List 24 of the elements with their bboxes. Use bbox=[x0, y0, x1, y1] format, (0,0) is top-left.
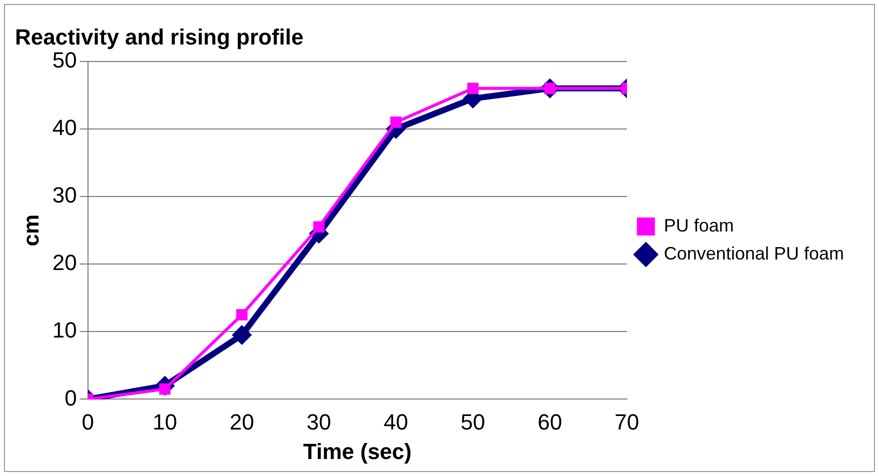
y-tick-label: 40 bbox=[52, 115, 77, 140]
point bbox=[236, 309, 248, 320]
legend-label: PU foam bbox=[664, 215, 734, 236]
x-tick-label: 70 bbox=[614, 409, 640, 434]
x-tick-label: 20 bbox=[230, 409, 254, 434]
y-tick-label: 50 bbox=[52, 47, 77, 72]
y-axis-title: cm bbox=[18, 214, 44, 246]
y-tick-label: 20 bbox=[52, 250, 77, 276]
x-tick-label: 50 bbox=[460, 409, 486, 434]
point bbox=[232, 325, 252, 346]
y-tick-label: 0 bbox=[64, 385, 77, 410]
x-tick-label: 0 bbox=[82, 409, 94, 434]
x-axis-title: Time (sec) bbox=[303, 438, 412, 464]
legend-label: Conventional PU foam bbox=[664, 243, 844, 264]
x-tick-label: 40 bbox=[384, 409, 408, 434]
chart-title: Reactivity and rising profile bbox=[15, 24, 304, 50]
y-tick-label: 30 bbox=[52, 182, 77, 208]
y-tick-label: 10 bbox=[52, 318, 77, 343]
point bbox=[313, 221, 325, 233]
point bbox=[390, 116, 402, 128]
x-tick-label: 30 bbox=[306, 409, 332, 434]
x-tick-label: 60 bbox=[538, 409, 562, 434]
x-tick-label: 10 bbox=[152, 409, 178, 434]
point bbox=[467, 82, 479, 94]
